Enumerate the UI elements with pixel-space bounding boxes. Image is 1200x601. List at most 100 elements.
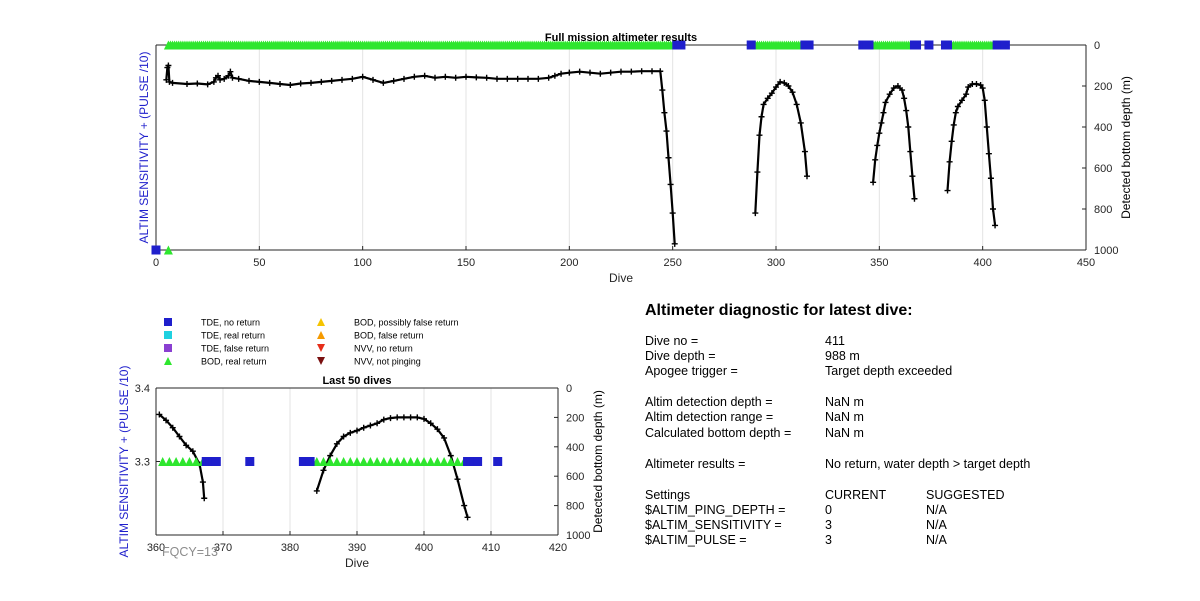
depth-point xyxy=(990,206,996,212)
depth-point xyxy=(340,433,347,440)
depth-point xyxy=(163,417,170,424)
marker-triangle-up xyxy=(325,457,335,466)
marker-triangle-down xyxy=(317,357,325,365)
depth-point xyxy=(777,78,784,85)
marker-triangle-up xyxy=(399,457,409,466)
depth-point xyxy=(387,415,394,422)
depth-point xyxy=(899,87,906,94)
marker-triangle-up xyxy=(317,318,325,326)
depth-point xyxy=(793,101,800,108)
depth-point xyxy=(204,81,211,88)
depth-point xyxy=(638,68,645,75)
depth-point xyxy=(890,85,897,92)
marker-square xyxy=(746,40,756,50)
depth-point xyxy=(169,79,176,86)
marker-triangle-up xyxy=(158,457,168,466)
setting-suggested-sensitivity: N/A xyxy=(926,518,947,532)
x-tick-label: 0 xyxy=(153,257,159,269)
right-y-tick-label: 0 xyxy=(566,383,572,395)
setting-label-sensitivity: $ALTIM_SENSITIVITY = xyxy=(645,518,782,532)
depth-point xyxy=(421,72,428,79)
right-y-tick-label: 800 xyxy=(1094,204,1112,216)
depth-point xyxy=(411,73,418,80)
x-tick-label: 100 xyxy=(353,257,371,269)
depth-point xyxy=(979,85,986,92)
depth-point xyxy=(452,74,459,81)
depth-point xyxy=(156,411,163,418)
depth-point xyxy=(977,81,984,88)
marker-triangle-up xyxy=(446,457,456,466)
right-y-axis-label: Detected bottom depth (m) xyxy=(591,390,605,533)
right-y-tick-label: 400 xyxy=(1094,122,1112,134)
depth-point xyxy=(360,424,367,431)
depth-point xyxy=(959,97,965,104)
legend-label: BOD, false return xyxy=(354,331,424,341)
setting-suggested-ping-depth: N/A xyxy=(926,503,947,517)
marker-square xyxy=(1000,40,1010,50)
marker-square xyxy=(473,457,483,466)
marker-triangle-up xyxy=(453,457,462,466)
right-y-tick-label: 600 xyxy=(1094,163,1112,175)
depth-point xyxy=(566,69,573,76)
depth-point xyxy=(880,109,887,116)
last-50-dives-chart: 360 370 380 390 400 410 420 0 200 400 600 800 1000 3.… xyxy=(117,366,605,570)
depth-point xyxy=(773,84,779,91)
depth-point xyxy=(461,502,468,509)
depth-point xyxy=(463,73,469,80)
marker-square xyxy=(676,40,686,50)
depth-point xyxy=(221,75,228,82)
marker-triangle-up xyxy=(359,457,369,466)
right-y-tick-label: 800 xyxy=(566,501,584,513)
depth-point xyxy=(401,75,407,82)
depth-point xyxy=(483,74,490,81)
depth-point xyxy=(394,414,401,421)
chart-title: Last 50 dives xyxy=(322,375,391,387)
depth-point xyxy=(909,173,916,180)
depth-point xyxy=(870,179,877,186)
depth-point xyxy=(535,75,542,82)
depth-point xyxy=(313,487,320,494)
x-tick-label: 420 xyxy=(549,542,567,554)
right-y-tick-label: 400 xyxy=(566,442,584,454)
depth-point xyxy=(194,80,201,87)
depth-point xyxy=(907,148,914,155)
left-y-tick-label: 3.4 xyxy=(135,383,150,395)
depth-point xyxy=(374,420,381,427)
legend-label: BOD, real return xyxy=(201,357,267,367)
right-y-tick-label: 0 xyxy=(1094,40,1100,52)
marker-triangle-up xyxy=(439,457,449,466)
setting-current-pulse: 3 xyxy=(825,533,832,547)
depth-point xyxy=(872,156,879,163)
depth-point xyxy=(954,103,961,110)
depth-point xyxy=(434,426,441,433)
marker-square xyxy=(245,457,255,466)
depth-point xyxy=(801,148,808,155)
depth-point xyxy=(367,422,374,429)
depth-point xyxy=(545,74,552,81)
x-tick-label: 400 xyxy=(415,542,433,554)
depth-point xyxy=(768,90,775,97)
marker-triangle-up xyxy=(392,457,402,466)
depth-point xyxy=(948,138,955,145)
depth-point xyxy=(297,80,304,87)
depth-point xyxy=(789,89,796,96)
depth-point xyxy=(407,414,414,421)
legend-label: TDE, false return xyxy=(201,344,269,354)
depth-point xyxy=(669,210,676,217)
setting-current-sensitivity: 3 xyxy=(825,518,832,532)
diag-value-dive-depth: 988 m xyxy=(825,349,860,363)
diag-label-dive-depth: Dive depth = xyxy=(645,349,716,363)
marker-square xyxy=(912,40,922,50)
settings-header-suggested: SUGGESTED xyxy=(926,488,1005,502)
depth-point xyxy=(525,75,531,82)
depth-point xyxy=(201,495,208,502)
marker-square xyxy=(864,40,874,50)
diag-value-dive-no: 411 xyxy=(825,334,845,348)
x-tick-label: 360 xyxy=(147,542,165,554)
x-tick-label: 410 xyxy=(482,542,500,554)
marker-square xyxy=(994,40,1004,50)
depth-point xyxy=(333,440,340,447)
depth-point xyxy=(441,434,448,441)
left-y-axis-label: ALTIM SENSITIVITY + (PULSE /10) xyxy=(137,52,151,244)
marker-triangle-up xyxy=(426,457,436,466)
